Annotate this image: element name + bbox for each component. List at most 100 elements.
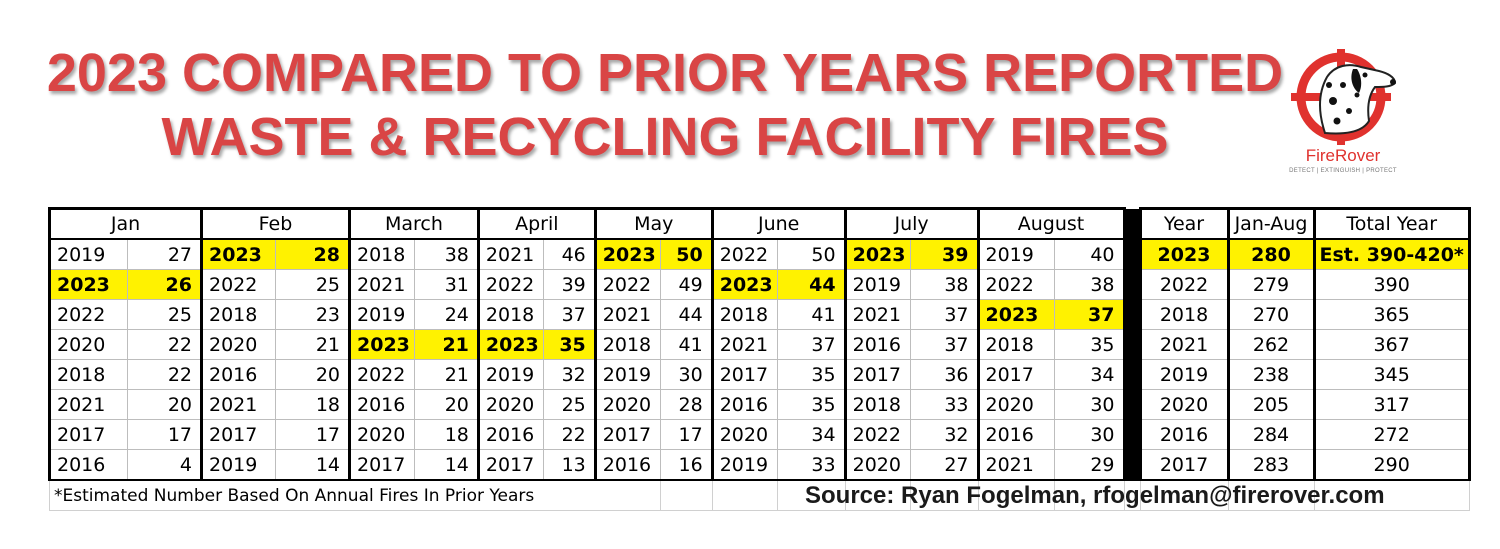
summary-cell-year: 2023	[1138, 238, 1230, 270]
blank-cell	[1053, 479, 1125, 511]
month-header-june: June	[711, 207, 847, 240]
cell-year-may: 2023	[594, 238, 661, 270]
cell-fires-april: 25	[542, 389, 597, 420]
cell-year-april: 2023	[477, 329, 544, 360]
summary-cell-jan-aug: 279	[1227, 269, 1316, 300]
cell-year-july: 2021	[844, 299, 911, 330]
summary-cell-jan-aug: 238	[1227, 359, 1316, 390]
cell-year-august: 2019	[977, 238, 1055, 270]
cell-year-april: 2018	[477, 299, 544, 330]
cell-fires-august: 30	[1053, 389, 1126, 420]
cell-year-feb: 2020	[201, 329, 276, 360]
cell-fires-april: 46	[542, 238, 597, 270]
cell-fires-april: 35	[542, 329, 597, 360]
column-separator	[1124, 389, 1140, 420]
cell-year-jan: 2022	[48, 299, 128, 330]
cell-year-august: 2020	[977, 389, 1055, 420]
cell-year-april: 2021	[477, 238, 544, 270]
cell-year-march: 2020	[349, 419, 415, 450]
cell-year-jan: 2023	[48, 269, 128, 300]
cell-year-august: 2016	[977, 419, 1055, 450]
cell-year-june: 2021	[711, 329, 778, 360]
summary-cell-jan-aug: 270	[1227, 299, 1316, 330]
cell-fires-march: 14	[413, 449, 480, 481]
cell-year-april: 2016	[477, 419, 544, 450]
cell-year-june: 2019	[711, 449, 778, 481]
cell-year-march: 2023	[349, 329, 415, 360]
cell-year-july: 2022	[844, 419, 911, 450]
summary-header-total-year: Total Year	[1313, 207, 1471, 240]
cell-year-feb: 2022	[201, 269, 276, 300]
cell-fires-august: 34	[1053, 359, 1126, 390]
summary-cell-year: 2020	[1138, 389, 1230, 420]
cell-fires-jan: 17	[127, 419, 203, 450]
cell-fires-june: 35	[776, 359, 847, 390]
cell-year-may: 2022	[594, 269, 661, 300]
month-header-jan: Jan	[48, 207, 203, 240]
summary-cell-jan-aug: 284	[1227, 419, 1316, 450]
cell-year-feb: 2016	[201, 359, 276, 390]
summary-cell-year: 2018	[1138, 299, 1230, 330]
cell-year-june: 2017	[711, 359, 778, 390]
cell-fires-july: 37	[909, 299, 980, 330]
table-row: 2021 20 2021 18 2016 20 2020 25 2020 28 2016 35 2018…	[48, 389, 1471, 420]
cell-year-march: 2017	[349, 449, 415, 481]
month-header-feb: Feb	[201, 207, 351, 240]
blank-cell	[776, 479, 846, 511]
column-separator	[1124, 329, 1140, 360]
cell-fires-july: 39	[909, 238, 980, 270]
column-separator	[1124, 208, 1140, 239]
cell-year-august: 2018	[977, 329, 1055, 360]
cell-year-feb: 2017	[201, 419, 276, 450]
title-line-1: 2023 COMPARED TO PRIOR YEARS REPORTED	[46, 43, 1284, 103]
cell-fires-feb: 14	[275, 449, 351, 481]
cell-year-april: 2017	[477, 449, 544, 481]
cell-fires-june: 41	[776, 299, 847, 330]
cell-fires-july: 36	[909, 359, 980, 390]
table-row: 2017 17 2017 17 2020 18 2016 22 2017 17 2020 34 2022…	[48, 419, 1471, 450]
table-row: 2018 22 2016 20 2022 21 2019 32 2019 30 2017 35 2017…	[48, 359, 1471, 390]
cell-year-feb: 2019	[201, 449, 276, 481]
cell-year-july: 2018	[844, 389, 911, 420]
summary-cell-year: 2022	[1138, 269, 1230, 300]
cell-fires-april: 13	[542, 449, 597, 481]
summary-cell-year: 2019	[1138, 359, 1230, 390]
cell-fires-april: 39	[542, 269, 597, 300]
cell-year-june: 2016	[711, 389, 778, 420]
month-header-august: August	[977, 207, 1126, 240]
cell-fires-march: 31	[413, 269, 480, 300]
cell-year-may: 2019	[594, 359, 661, 390]
cell-fires-march: 38	[413, 238, 480, 270]
cell-year-jan: 2020	[48, 329, 128, 360]
cell-fires-july: 33	[909, 389, 980, 420]
summary-cell-total-year: 365	[1313, 299, 1471, 330]
cell-fires-august: 40	[1053, 238, 1126, 270]
cell-year-jan: 2018	[48, 359, 128, 390]
cell-fires-feb: 21	[275, 329, 351, 360]
cell-year-march: 2021	[349, 269, 415, 300]
cell-fires-feb: 17	[275, 419, 351, 450]
cell-fires-may: 28	[659, 389, 714, 420]
cell-fires-july: 27	[909, 449, 980, 481]
header-row: Jan Feb March April May June July August Year Jan…	[48, 207, 1471, 240]
blank-cell	[1313, 479, 1470, 511]
cell-fires-july: 37	[909, 329, 980, 360]
blank-cell	[659, 479, 713, 511]
cell-year-june: 2020	[711, 419, 778, 450]
cell-year-april: 2022	[477, 269, 544, 300]
blank-cell	[1227, 479, 1315, 511]
summary-cell-year: 2017	[1138, 449, 1230, 481]
column-separator	[1124, 419, 1140, 450]
fires-table: Jan Feb March April May June July August Year Jan…	[48, 207, 1471, 511]
summary-cell-total-year: 367	[1313, 329, 1471, 360]
column-separator	[1124, 449, 1140, 481]
cell-year-july: 2016	[844, 329, 911, 360]
summary-cell-year: 2021	[1138, 329, 1230, 360]
cell-fires-may: 30	[659, 359, 714, 390]
cell-fires-june: 34	[776, 419, 847, 450]
cell-fires-march: 18	[413, 419, 480, 450]
cell-fires-may: 41	[659, 329, 714, 360]
cell-year-may: 2020	[594, 389, 661, 420]
cell-fires-feb: 23	[275, 299, 351, 330]
summary-cell-total-year: Est. 390-420*	[1313, 238, 1471, 270]
